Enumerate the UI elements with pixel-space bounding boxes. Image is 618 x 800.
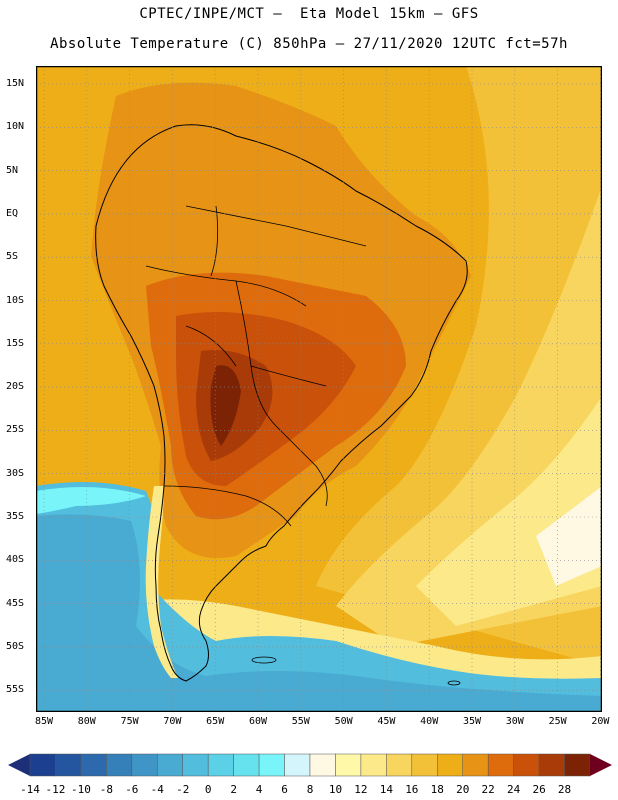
lon-label: 60W — [248, 716, 268, 727]
colorbar-swatch — [258, 753, 285, 777]
colorbar-tick-label: 8 — [306, 783, 314, 796]
south-georgia — [447, 680, 461, 686]
coastline — [95, 124, 468, 682]
colorbar-tick-label: -14 — [20, 783, 40, 796]
map-canvas — [36, 66, 602, 712]
lon-label: 40W — [420, 716, 439, 727]
colorbar-tick-label: 26 — [532, 783, 546, 796]
colorbar-swatch — [131, 753, 158, 777]
lon-label: 80W — [77, 716, 96, 727]
colorbar-swatch — [55, 753, 82, 777]
cold-water-sw — [36, 482, 602, 712]
lon-label: 50W — [334, 716, 353, 727]
colorbar-swatch — [360, 753, 387, 777]
colorbar-tick-label: 16 — [405, 783, 419, 796]
lon-label: 85W — [34, 716, 54, 727]
lon-label: 35W — [462, 716, 482, 727]
lat-label: 55S — [6, 684, 25, 696]
ocean-pale-patch — [536, 486, 602, 586]
colorbar-swatch — [487, 753, 514, 777]
colorbar-tick-label: 12 — [354, 783, 368, 796]
lat-label: 5N — [6, 164, 19, 176]
lat-label: 35S — [6, 511, 25, 522]
map-title-line2: Absolute Temperature (C) 850hPa – 27/11/… — [50, 36, 568, 52]
colorbar-swatch — [437, 753, 463, 777]
colorbar-tick-label: 22 — [481, 783, 495, 796]
lat-label: 20S — [6, 381, 25, 393]
lon-label: 45W — [377, 716, 396, 727]
lon-label: 20W — [591, 716, 610, 727]
colorbar-swatch — [513, 753, 540, 777]
lon-label: 25W — [548, 716, 567, 727]
colorbar — [8, 753, 612, 777]
colorbar-high-arrow — [590, 754, 612, 776]
map-title-line1: CPTEC/INPE/MCT – Eta Model 15km – GFS — [139, 6, 479, 22]
temperature-map[interactable] — [36, 66, 602, 712]
colorbar-swatch — [106, 753, 133, 777]
colorbar-tick-label: 4 — [255, 783, 263, 796]
colorbar-swatch — [462, 753, 489, 777]
colorbar-tick-label: -2 — [176, 783, 190, 796]
colorbar-tick-label: -12 — [45, 783, 66, 796]
colorbar-swatch — [309, 753, 336, 777]
lon-label: 30W — [505, 716, 524, 727]
colorbar-tick-label: -4 — [150, 783, 164, 796]
lon-label: 65W — [206, 716, 225, 727]
colorbar-tick-label: 28 — [557, 783, 572, 796]
colorbar-low-arrow — [8, 754, 30, 776]
lat-label: EQ — [6, 207, 19, 219]
lat-label: 15N — [6, 78, 25, 89]
hot-core — [210, 365, 241, 446]
colorbar-swatch — [157, 753, 183, 777]
colorbar-tick-label: 24 — [507, 783, 521, 796]
lat-label: 10S — [6, 294, 25, 306]
andes-strip — [145, 486, 178, 678]
colorbar-tick-label: 2 — [230, 783, 237, 796]
colorbar-tick-label: 0 — [204, 783, 212, 796]
cold-water-light — [36, 487, 146, 514]
lon-label: 55W — [291, 716, 310, 727]
colorbar-swatch — [386, 753, 413, 777]
colorbar-tick-label: 6 — [281, 783, 288, 796]
lon-label: 70W — [163, 716, 182, 727]
colorbar-tick-label: 20 — [456, 783, 470, 796]
colorbar-swatch — [411, 753, 438, 777]
lat-label: 25S — [6, 424, 25, 436]
colorbar-swatch — [182, 753, 209, 777]
lat-label: 50S — [6, 640, 25, 652]
colorbar-swatch — [207, 753, 234, 777]
lat-label: 45S — [6, 597, 25, 609]
lat-label: 5S — [6, 251, 19, 263]
colorbar-tick-label: 10 — [328, 783, 343, 796]
colorbar-swatch — [233, 753, 260, 777]
lat-label: 30S — [6, 467, 25, 479]
lat-label: 10N — [6, 121, 25, 133]
colorbar-swatch — [29, 753, 56, 777]
colorbar-tick-label: -8 — [99, 783, 113, 796]
cold-water-core — [36, 514, 602, 712]
colorbar-tick-label: -6 — [125, 783, 139, 796]
colorbar-swatch — [335, 753, 362, 777]
map-frame — [36, 66, 602, 712]
colorbar-swatch — [80, 753, 107, 777]
lat-label: 15S — [6, 337, 25, 349]
country-borders — [145, 205, 367, 527]
colorbar-swatch — [284, 753, 311, 777]
colorbar-swatch — [564, 753, 591, 777]
colorbar-swatch — [538, 753, 565, 777]
colorbar-tick-label: -10 — [70, 783, 91, 796]
lat-label: 40S — [6, 554, 25, 566]
colorbar-tick-label: 18 — [430, 783, 444, 796]
falklands — [251, 656, 277, 664]
lon-label: 75W — [120, 716, 139, 727]
colorbar-tick-label: 14 — [379, 783, 393, 796]
